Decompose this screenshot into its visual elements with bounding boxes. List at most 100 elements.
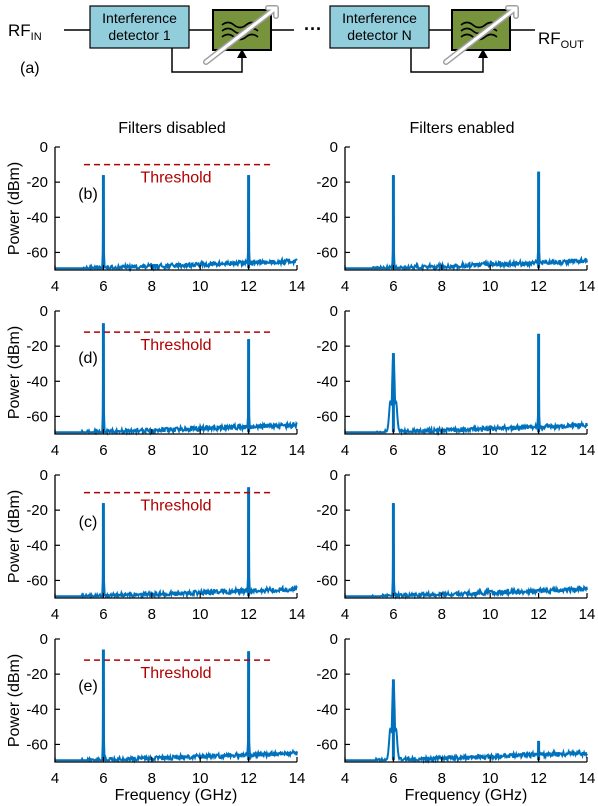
axes-frame xyxy=(54,475,297,599)
x-axis-label: Frequency (GHz) xyxy=(405,787,528,804)
threshold-label: Threshold xyxy=(140,665,211,682)
axes-frame xyxy=(344,475,587,599)
x-tick-label: 4 xyxy=(341,606,349,623)
y-tick-label: -20 xyxy=(26,666,48,683)
x-tick-label: 14 xyxy=(579,606,596,623)
y-tick-label: -40 xyxy=(26,373,48,390)
y-tick-label: 0 xyxy=(40,631,48,648)
chart-7: Threshold 0 -20 -40 -604 6 8 10 12 14 (e) Power (dB… xyxy=(6,631,305,804)
y-tick-label: 0 xyxy=(330,631,338,648)
x-tick-label: 4 xyxy=(341,278,349,295)
spectrum-trace xyxy=(55,649,298,764)
x-tick-label: 8 xyxy=(438,606,446,623)
threshold-label: Threshold xyxy=(140,337,211,354)
x-tick-label: 10 xyxy=(192,442,209,459)
control-arrow-1 xyxy=(237,49,247,58)
x-tick-label: 14 xyxy=(289,442,306,459)
x-tick-label: 4 xyxy=(341,442,349,459)
x-tick-label: 14 xyxy=(579,278,596,295)
control-path-1 xyxy=(171,48,243,73)
y-tick-label: -20 xyxy=(26,338,48,355)
tunable-filter-icon xyxy=(443,5,519,65)
x-tick-label: 6 xyxy=(389,770,397,787)
spectrum-trace xyxy=(345,679,588,765)
x-tick-label: 6 xyxy=(99,278,107,295)
detector-1-line-1: Interference xyxy=(102,10,177,26)
y-tick-label: -60 xyxy=(26,736,48,753)
axes-frame xyxy=(54,147,297,271)
y-axis-label: Power (dBm) xyxy=(6,654,23,747)
x-tick-label: 14 xyxy=(289,278,306,295)
y-tick-label: -60 xyxy=(26,572,48,589)
y-tick-label: -60 xyxy=(316,408,338,425)
control-path-n xyxy=(410,48,484,73)
y-axis-label: Power (dBm) xyxy=(6,490,23,583)
x-tick-label: 4 xyxy=(51,442,59,459)
detector-n-line-2: detector N xyxy=(347,27,412,43)
y-tick-label: -60 xyxy=(316,736,338,753)
spectrum-trace xyxy=(55,175,298,273)
y-tick-label: -20 xyxy=(316,338,338,355)
column-title-right: Filters enabled xyxy=(410,120,515,137)
x-axis-label: Frequency (GHz) xyxy=(115,787,238,804)
x-tick-label: 6 xyxy=(389,278,397,295)
y-tick-label: -20 xyxy=(316,174,338,191)
y-tick-label: 0 xyxy=(330,467,338,484)
x-tick-label: 12 xyxy=(530,442,547,459)
panel-label: (e) xyxy=(78,678,98,695)
panel-label-a: (a) xyxy=(20,60,40,77)
x-tick-label: 12 xyxy=(240,770,257,787)
threshold-label: Threshold xyxy=(140,170,211,187)
detector-1-box xyxy=(89,5,190,49)
x-tick-label: 6 xyxy=(99,442,107,459)
x-tick-label: 12 xyxy=(530,278,547,295)
spectrum-trace xyxy=(55,487,298,600)
panel-label: (d) xyxy=(78,350,98,367)
axes-frame xyxy=(54,639,297,763)
x-tick-label: 10 xyxy=(192,770,209,787)
x-tick-label: 6 xyxy=(389,442,397,459)
y-tick-label: 0 xyxy=(40,139,48,156)
x-tick-label: 8 xyxy=(148,606,156,623)
y-axis-label: Power (dBm) xyxy=(6,326,23,419)
x-tick-label: 8 xyxy=(438,770,446,787)
spectrum-trace xyxy=(345,503,588,600)
chart-1: Threshold 0 -20 -40 -604 6 8 10 12 14 (b) Power (dB… xyxy=(6,139,305,295)
spectrum-trace xyxy=(345,171,588,272)
y-tick-label: -40 xyxy=(316,701,338,718)
y-tick-label: 0 xyxy=(40,303,48,320)
x-tick-label: 4 xyxy=(341,770,349,787)
chart-5: Threshold 0 -20 -40 -604 6 8 10 12 14 (c) Power (dB… xyxy=(6,467,305,623)
chart-2: 0 -20 -40 -604 6 8 10 12 14 xyxy=(316,139,595,295)
x-tick-label: 6 xyxy=(389,606,397,623)
column-title-left: Filters disabled xyxy=(118,120,226,137)
y-tick-label: -40 xyxy=(26,537,48,554)
y-tick-label: -60 xyxy=(26,244,48,261)
chart-4: 0 -20 -40 -604 6 8 10 12 14 xyxy=(316,303,595,459)
x-tick-label: 10 xyxy=(482,442,499,459)
x-tick-label: 12 xyxy=(240,606,257,623)
ellipsis: ··· xyxy=(304,19,322,39)
x-tick-label: 12 xyxy=(240,442,257,459)
y-tick-label: -40 xyxy=(26,701,48,718)
y-tick-label: -60 xyxy=(316,572,338,589)
x-tick-label: 12 xyxy=(240,278,257,295)
spectrum-trace xyxy=(55,323,298,437)
y-tick-label: 0 xyxy=(330,139,338,156)
axes-frame xyxy=(344,311,587,435)
y-tick-label: -40 xyxy=(316,209,338,226)
y-tick-label: -60 xyxy=(26,408,48,425)
x-tick-label: 10 xyxy=(482,770,499,787)
x-tick-label: 4 xyxy=(51,770,59,787)
x-tick-label: 14 xyxy=(289,770,306,787)
x-tick-label: 6 xyxy=(99,606,107,623)
x-tick-label: 8 xyxy=(148,770,156,787)
x-tick-label: 14 xyxy=(289,606,306,623)
x-tick-label: 10 xyxy=(192,278,209,295)
x-tick-label: 8 xyxy=(148,442,156,459)
y-tick-label: -40 xyxy=(26,209,48,226)
x-tick-label: 14 xyxy=(579,770,596,787)
x-tick-label: 12 xyxy=(530,770,547,787)
